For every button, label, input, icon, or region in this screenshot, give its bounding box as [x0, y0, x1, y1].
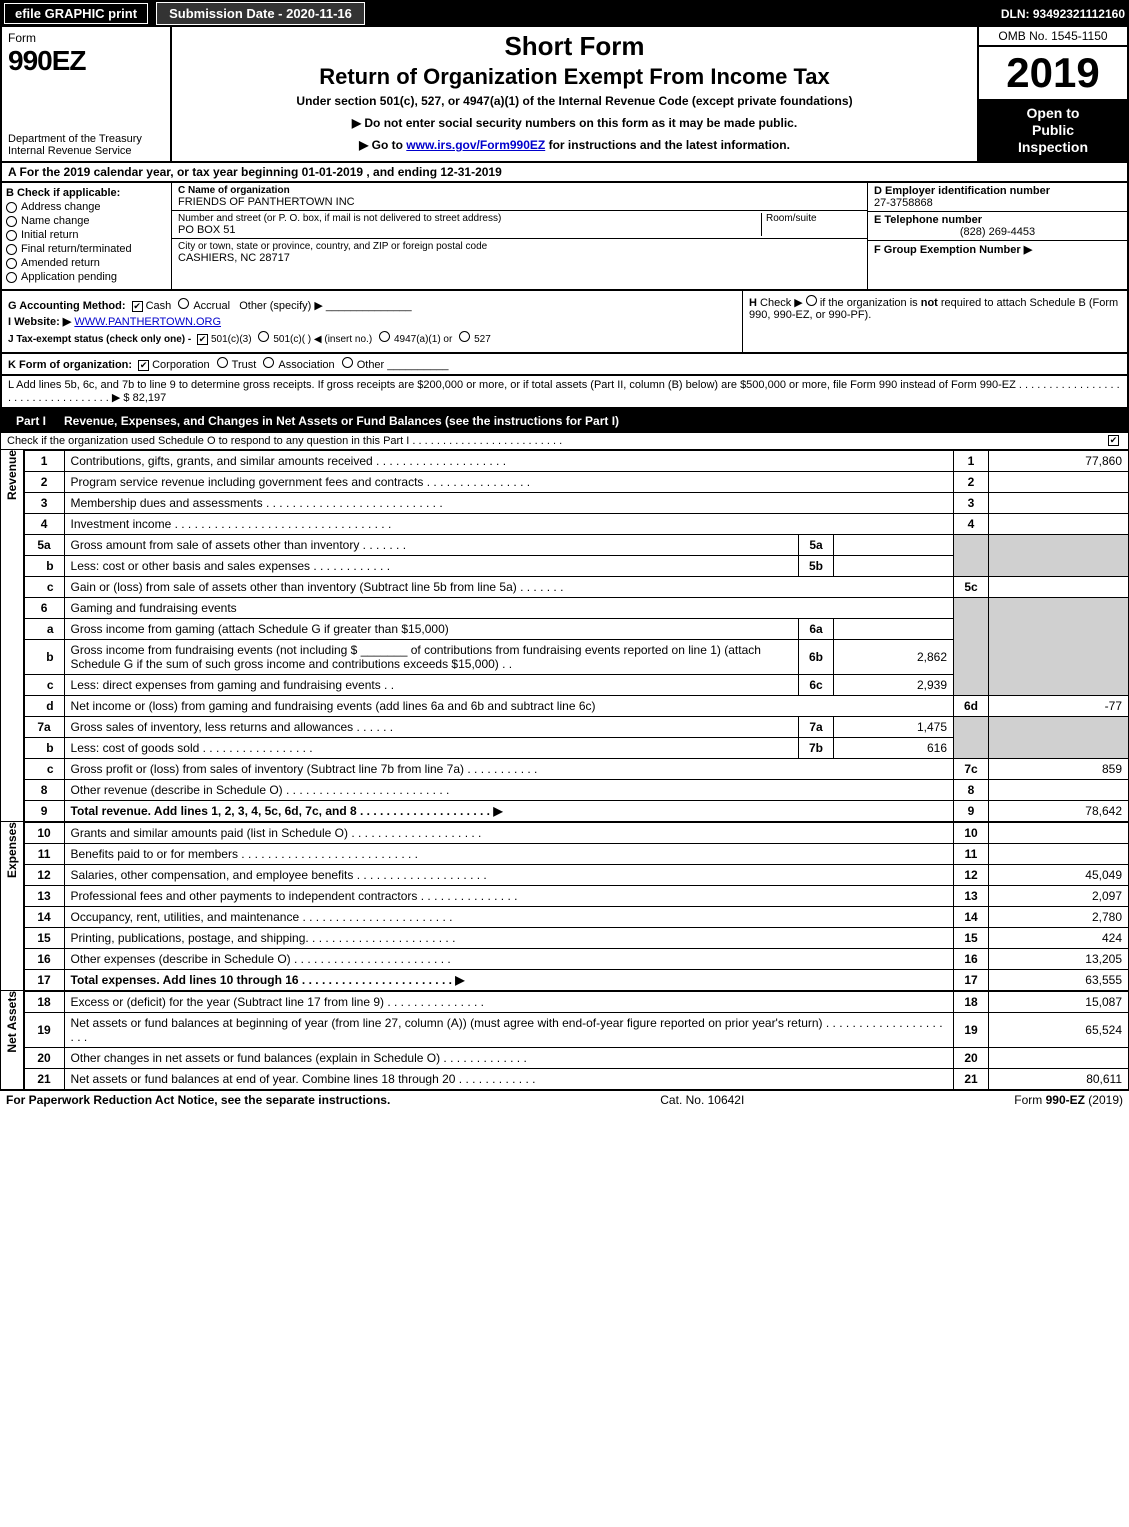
- table-row: 6Gaming and fundraising events: [24, 598, 1128, 619]
- check-schedule-b[interactable]: [806, 295, 817, 306]
- check-527[interactable]: [459, 331, 470, 342]
- form-header: Form 990EZ Department of the Treasury In…: [0, 27, 1129, 163]
- col-c-org-info: C Name of organization FRIENDS OF PANTHE…: [172, 183, 867, 289]
- table-row: 17Total expenses. Add lines 10 through 1…: [24, 970, 1128, 991]
- table-row: 3Membership dues and assessments . . . .…: [24, 493, 1128, 514]
- submission-date-button[interactable]: Submission Date - 2020-11-16: [156, 2, 365, 25]
- check-app-pending[interactable]: [6, 272, 17, 283]
- check-accrual[interactable]: [178, 298, 189, 309]
- col-b-checkboxes: B Check if applicable: Address change Na…: [2, 183, 172, 289]
- side-expenses: Expenses: [0, 822, 24, 991]
- efile-print-button[interactable]: efile GRAPHIC print: [4, 3, 148, 24]
- line-k: K Form of organization: ✔Corporation Tru…: [0, 354, 1129, 376]
- table-row: 13Professional fees and other payments t…: [24, 886, 1128, 907]
- check-4947[interactable]: [379, 331, 390, 342]
- check-501c3[interactable]: ✔: [197, 334, 208, 345]
- form-word: Form: [8, 31, 164, 45]
- tax-year: 2019: [979, 47, 1127, 99]
- table-row: 1Contributions, gifts, grants, and simil…: [24, 451, 1128, 472]
- website-link[interactable]: WWW.PANTHERTOWN.ORG: [74, 316, 221, 328]
- revenue-table: 1Contributions, gifts, grants, and simil…: [24, 450, 1129, 822]
- check-initial-return[interactable]: [6, 230, 17, 241]
- table-row: 2Program service revenue including gover…: [24, 472, 1128, 493]
- dept-irs: Internal Revenue Service: [8, 145, 164, 157]
- mid-block: G Accounting Method: ✔Cash Accrual Other…: [0, 291, 1129, 354]
- page-footer: For Paperwork Reduction Act Notice, see …: [0, 1090, 1129, 1109]
- irs-link[interactable]: www.irs.gov/Form990EZ: [406, 138, 545, 152]
- short-form-title: Short Form: [176, 31, 973, 62]
- top-bar: efile GRAPHIC print Submission Date - 20…: [0, 0, 1129, 27]
- open-public-inspection: Open toPublicInspection: [979, 99, 1127, 161]
- info-block: B Check if applicable: Address change Na…: [0, 183, 1129, 291]
- table-row: 4Investment income . . . . . . . . . . .…: [24, 514, 1128, 535]
- table-row: 5aGross amount from sale of assets other…: [24, 535, 1128, 556]
- dept-treasury: Department of the Treasury: [8, 133, 164, 145]
- table-row: 16Other expenses (describe in Schedule O…: [24, 949, 1128, 970]
- room-suite: Room/suite: [761, 213, 861, 236]
- table-row: 12Salaries, other compensation, and empl…: [24, 865, 1128, 886]
- return-title: Return of Organization Exempt From Incom…: [176, 64, 973, 90]
- table-row: 9Total revenue. Add lines 1, 2, 3, 4, 5c…: [24, 801, 1128, 822]
- section-a-tax-year: A For the 2019 calendar year, or tax yea…: [0, 163, 1129, 183]
- part-1-header: Part I Revenue, Expenses, and Changes in…: [0, 409, 1129, 433]
- check-trust[interactable]: [217, 357, 228, 368]
- line-i: I Website: ▶ WWW.PANTHERTOWN.ORG: [8, 315, 736, 328]
- check-cash[interactable]: ✔: [132, 301, 143, 312]
- table-row: 10Grants and similar amounts paid (list …: [24, 823, 1128, 844]
- part-1-check-o: Check if the organization used Schedule …: [0, 433, 1129, 450]
- telephone: (828) 269-4453: [874, 226, 1121, 238]
- table-row: cGross profit or (loss) from sales of in…: [24, 759, 1128, 780]
- under-section: Under section 501(c), 527, or 4947(a)(1)…: [176, 94, 973, 108]
- form-number: 990EZ: [8, 45, 164, 77]
- table-row: 15Printing, publications, postage, and s…: [24, 928, 1128, 949]
- table-row: 11Benefits paid to or for members . . . …: [24, 844, 1128, 865]
- check-address-change[interactable]: [6, 202, 17, 213]
- table-row: 14Occupancy, rent, utilities, and mainte…: [24, 907, 1128, 928]
- check-final-return[interactable]: [6, 244, 17, 255]
- net-assets-table: 18Excess or (deficit) for the year (Subt…: [24, 991, 1129, 1090]
- table-row: 7aGross sales of inventory, less returns…: [24, 717, 1128, 738]
- check-name-change[interactable]: [6, 216, 17, 227]
- table-row: dNet income or (loss) from gaming and fu…: [24, 696, 1128, 717]
- table-row: 21Net assets or fund balances at end of …: [24, 1069, 1128, 1090]
- expenses-table: 10Grants and similar amounts paid (list …: [24, 822, 1129, 991]
- line-h: H Check ▶ if the organization is not req…: [742, 291, 1127, 352]
- check-other[interactable]: [342, 357, 353, 368]
- table-row: cGain or (loss) from sale of assets othe…: [24, 577, 1128, 598]
- table-row: 18Excess or (deficit) for the year (Subt…: [24, 992, 1128, 1013]
- check-amended[interactable]: [6, 258, 17, 269]
- ssn-warning: ▶ Do not enter social security numbers o…: [176, 116, 973, 130]
- dln-label: DLN: 93492321112160: [1001, 7, 1125, 21]
- check-501c[interactable]: [258, 331, 269, 342]
- table-row: 8Other revenue (describe in Schedule O) …: [24, 780, 1128, 801]
- org-name: FRIENDS OF PANTHERTOWN INC: [178, 196, 861, 208]
- table-row: 19Net assets or fund balances at beginni…: [24, 1013, 1128, 1048]
- col-d-ids: D Employer identification number 27-3758…: [867, 183, 1127, 289]
- check-schedule-o[interactable]: ✔: [1108, 435, 1119, 446]
- ein: 27-3758868: [874, 197, 1121, 209]
- omb-number: OMB No. 1545-1150: [979, 27, 1127, 47]
- group-exemption: F Group Exemption Number ▶: [874, 243, 1121, 256]
- check-assoc[interactable]: [263, 357, 274, 368]
- org-city: CASHIERS, NC 28717: [178, 252, 861, 264]
- line-g: G Accounting Method: ✔Cash Accrual Other…: [8, 298, 736, 312]
- side-net-assets: Net Assets: [0, 991, 24, 1090]
- table-row: 20Other changes in net assets or fund ba…: [24, 1048, 1128, 1069]
- side-revenue: Revenue: [0, 450, 24, 822]
- line-l: L Add lines 5b, 6c, and 7b to line 9 to …: [0, 376, 1129, 409]
- line-j: J Tax-exempt status (check only one) - ✔…: [8, 331, 736, 345]
- check-corp[interactable]: ✔: [138, 360, 149, 371]
- org-address: PO BOX 51: [178, 224, 761, 236]
- goto-link-line: ▶ Go to www.irs.gov/Form990EZ for instru…: [176, 138, 973, 152]
